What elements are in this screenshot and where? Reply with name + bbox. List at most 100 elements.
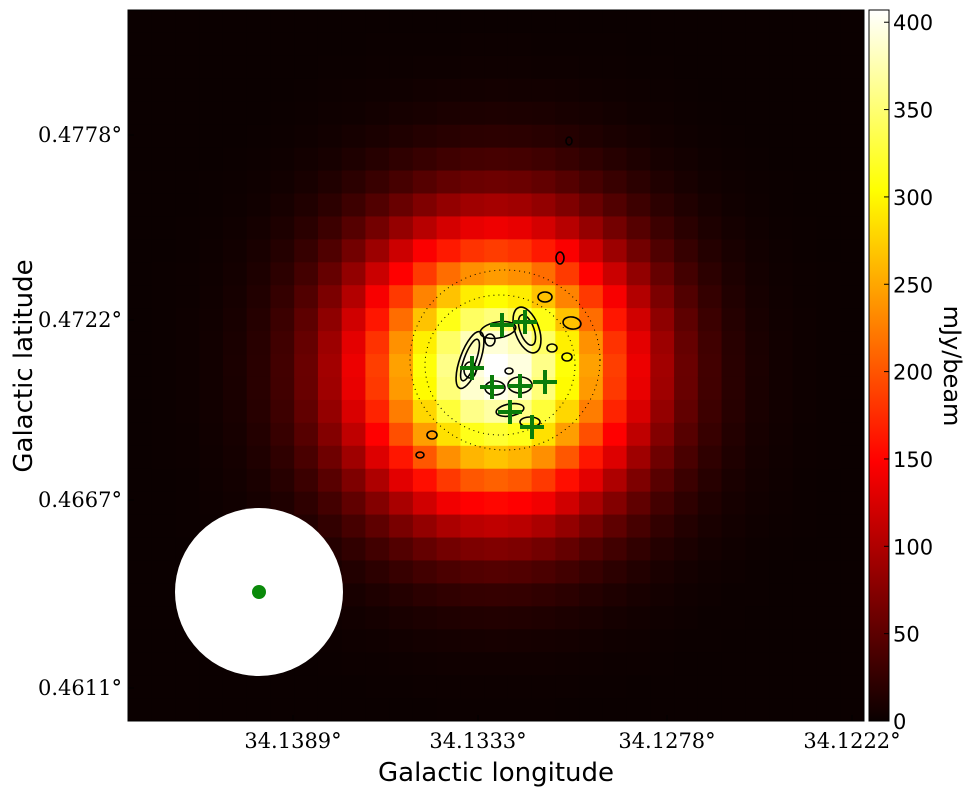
heatmap-cell — [840, 606, 864, 630]
heatmap-cell — [412, 583, 438, 607]
heatmap-cell — [792, 308, 818, 332]
heatmap-cell — [745, 124, 770, 149]
heatmap-cell — [531, 193, 556, 218]
heatmap-cell — [697, 399, 723, 424]
heatmap-cell — [341, 101, 367, 126]
heatmap-cell — [199, 675, 224, 699]
heatmap-cell — [128, 32, 153, 57]
heatmap-cell — [365, 55, 390, 80]
heatmap-cell — [270, 32, 295, 57]
heatmap-cell — [389, 32, 414, 57]
heatmap-cell — [341, 10, 367, 34]
heatmap-cell — [246, 285, 272, 309]
heatmap-cell — [697, 32, 723, 57]
heatmap-cell — [484, 124, 509, 149]
heatmap-cell — [840, 170, 864, 195]
heatmap-cell — [199, 331, 224, 355]
contour-line — [555, 251, 565, 265]
heatmap-cell — [412, 147, 438, 172]
heatmap-cell — [555, 698, 580, 721]
heatmap-cell — [650, 10, 675, 34]
y-tick-label: 0.4722° — [38, 308, 122, 332]
heatmap-cell — [507, 101, 533, 126]
heatmap-cell — [602, 10, 628, 34]
heatmap-cell — [531, 101, 556, 126]
heatmap-cell — [840, 399, 864, 424]
heatmap-cell — [151, 262, 177, 286]
colorbar-frame — [868, 9, 890, 722]
heatmap-cell — [341, 285, 367, 309]
heatmap-cell — [555, 399, 580, 424]
heatmap-cell — [484, 698, 509, 721]
heatmap-cell — [602, 560, 628, 584]
heatmap-cell — [365, 399, 390, 424]
heatmap-cell — [697, 606, 723, 630]
heatmap-cell — [460, 376, 485, 401]
heatmap-cell — [151, 147, 177, 172]
heatmap-cell — [341, 354, 367, 378]
heatmap-cell — [602, 285, 628, 309]
heatmap-cell — [175, 376, 200, 401]
heatmap-cell — [317, 193, 343, 218]
heatmap-cell — [555, 652, 580, 676]
heatmap-cell — [341, 675, 367, 699]
heatmap-cell — [507, 170, 533, 195]
heatmap-cell — [484, 308, 509, 332]
heatmap-cell — [175, 216, 200, 240]
heatmap-cell — [365, 170, 390, 195]
heatmap-cell — [840, 55, 864, 80]
heatmap-cell — [151, 170, 177, 195]
heatmap-cell — [745, 583, 770, 607]
heatmap-cell — [579, 239, 604, 263]
heatmap-cell — [674, 491, 699, 516]
source-marker — [490, 313, 514, 337]
heatmap-cell — [507, 216, 533, 240]
heatmap-cell — [626, 583, 651, 607]
heatmap-cell — [626, 399, 651, 424]
heatmap-cell — [460, 491, 485, 516]
heatmap-cell — [507, 514, 533, 539]
heatmap-cell — [484, 652, 509, 676]
heatmap-cell — [389, 698, 414, 721]
heatmap-cell — [222, 193, 248, 218]
y-axis: 0.4778° 0.4722° 0.4667° 0.4611° Galactic… — [9, 123, 134, 700]
heatmap-cell — [507, 698, 533, 721]
heatmap-cell — [389, 308, 414, 332]
heatmap-cell — [436, 514, 461, 539]
heatmap-cell — [317, 331, 343, 355]
heatmap-cell — [745, 468, 770, 493]
heatmap-cell — [175, 308, 200, 332]
heatmap-cell — [270, 10, 295, 34]
contour-line — [484, 333, 496, 347]
heatmap-cell — [602, 491, 628, 516]
heatmap-cell — [697, 560, 723, 584]
heatmap-cell — [460, 537, 485, 562]
heatmap-cell — [341, 32, 367, 57]
heatmap-cell — [460, 216, 485, 240]
heatmap-cell — [484, 32, 509, 57]
heatmap-cell — [151, 491, 177, 516]
heatmap-cell — [602, 147, 628, 172]
heatmap-cell — [341, 698, 367, 721]
heatmap-cell — [745, 376, 770, 401]
heatmap-cell — [792, 170, 818, 195]
heatmap-cell — [531, 216, 556, 240]
heatmap-cell — [531, 652, 556, 676]
heatmap-cell — [484, 468, 509, 493]
heatmap-cell — [745, 422, 770, 447]
heatmap-cell — [769, 262, 794, 286]
heatmap-cell — [769, 239, 794, 263]
heatmap-cell — [555, 560, 580, 584]
heatmap-cell — [745, 698, 770, 721]
heatmap-cell — [365, 78, 390, 103]
heatmap-cell — [555, 376, 580, 401]
heatmap-cell — [175, 285, 200, 309]
y-axis-label: Galactic latitude — [9, 259, 39, 472]
heatmap-cell — [199, 10, 224, 34]
heatmap-cell — [507, 537, 533, 562]
heatmap-cell — [341, 399, 367, 424]
heatmap-cell — [246, 32, 272, 57]
heatmap-cell — [674, 537, 699, 562]
heatmap-cell — [769, 10, 794, 34]
heatmap-cell — [436, 331, 461, 355]
